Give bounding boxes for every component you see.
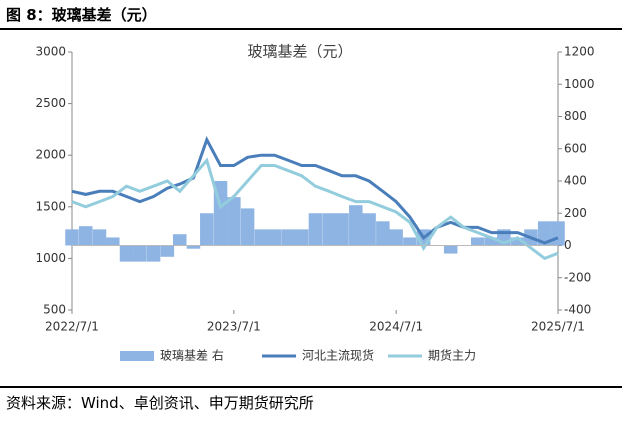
x-tick-label: 2024/7/1 (369, 320, 423, 334)
y-tick-label: 2000 (35, 148, 66, 162)
basis-bar (119, 245, 134, 262)
basis-bar (403, 237, 417, 246)
basis-bar (227, 197, 241, 246)
y-tick-label: 1500 (35, 199, 66, 213)
y2-tick-label: 1200 (564, 45, 595, 59)
basis-bar (186, 245, 201, 249)
y2-tick-label: 400 (564, 174, 587, 188)
y2-tick-label: -200 (564, 270, 591, 284)
source-note: 资料来源：Wind、卓创资讯、申万期货研究所 (6, 394, 314, 412)
y-tick-label: 1000 (35, 251, 66, 265)
basis-bar (200, 213, 214, 246)
basis-bar (349, 205, 363, 246)
y-tick-label: 2500 (35, 96, 66, 110)
rule (0, 386, 622, 388)
y2-tick-label: 0 (564, 238, 572, 252)
basis-bar (376, 221, 390, 246)
basis-bar (551, 221, 565, 246)
basis-bar (308, 213, 323, 246)
chart: 玻璃基差（元） 500 1000 1500 2000 2500 3000 -400 -200 0… (35, 43, 595, 363)
basis-bar (443, 245, 458, 254)
basis-bar (484, 237, 499, 246)
y2-tick-label: 800 (564, 109, 587, 123)
chart-title: 玻璃基差（元） (247, 43, 352, 61)
basis-bar (240, 208, 255, 246)
basis-bar (335, 213, 349, 246)
basis-bar (537, 221, 552, 246)
basis-bar (294, 229, 309, 246)
y2-tick-label: 600 (564, 141, 587, 155)
x-tick-label: 2022/7/1 (45, 320, 99, 334)
y2-tick-label: -400 (564, 303, 591, 317)
basis-bar (267, 229, 282, 246)
basis-bar (281, 229, 296, 246)
y2-tick-label: 1000 (564, 77, 595, 91)
series-line (71, 157, 559, 261)
y2-tick-label: 200 (564, 206, 587, 220)
y-tick-label: 500 (43, 303, 66, 317)
series-line (71, 135, 559, 245)
figure-caption: 图 8：玻璃基差（元） (6, 6, 157, 24)
legend-label: 河北主流现货 (302, 348, 374, 363)
basis-bar (106, 237, 120, 246)
x-tick-label: 2025/7/1 (531, 320, 585, 334)
rule (0, 28, 622, 30)
basis-bar (389, 229, 403, 246)
basis-bar (65, 229, 79, 246)
basis-bar (146, 245, 161, 262)
basis-bar (160, 245, 175, 257)
basis-bar (133, 245, 147, 262)
basis-bar (470, 237, 485, 246)
y-tick-label: 3000 (35, 45, 66, 59)
legend-swatch (120, 351, 154, 361)
basis-bar (78, 226, 93, 246)
legend-label: 期货主力 (428, 348, 476, 363)
x-tick-label: 2023/7/1 (207, 320, 261, 334)
basis-bar (254, 229, 269, 246)
basis-bar (362, 213, 376, 246)
basis-bar (92, 229, 107, 246)
basis-bar (322, 213, 336, 246)
basis-bar (173, 234, 187, 246)
legend-label: 玻璃基差 右 (160, 348, 224, 363)
basis-bar (510, 237, 525, 246)
